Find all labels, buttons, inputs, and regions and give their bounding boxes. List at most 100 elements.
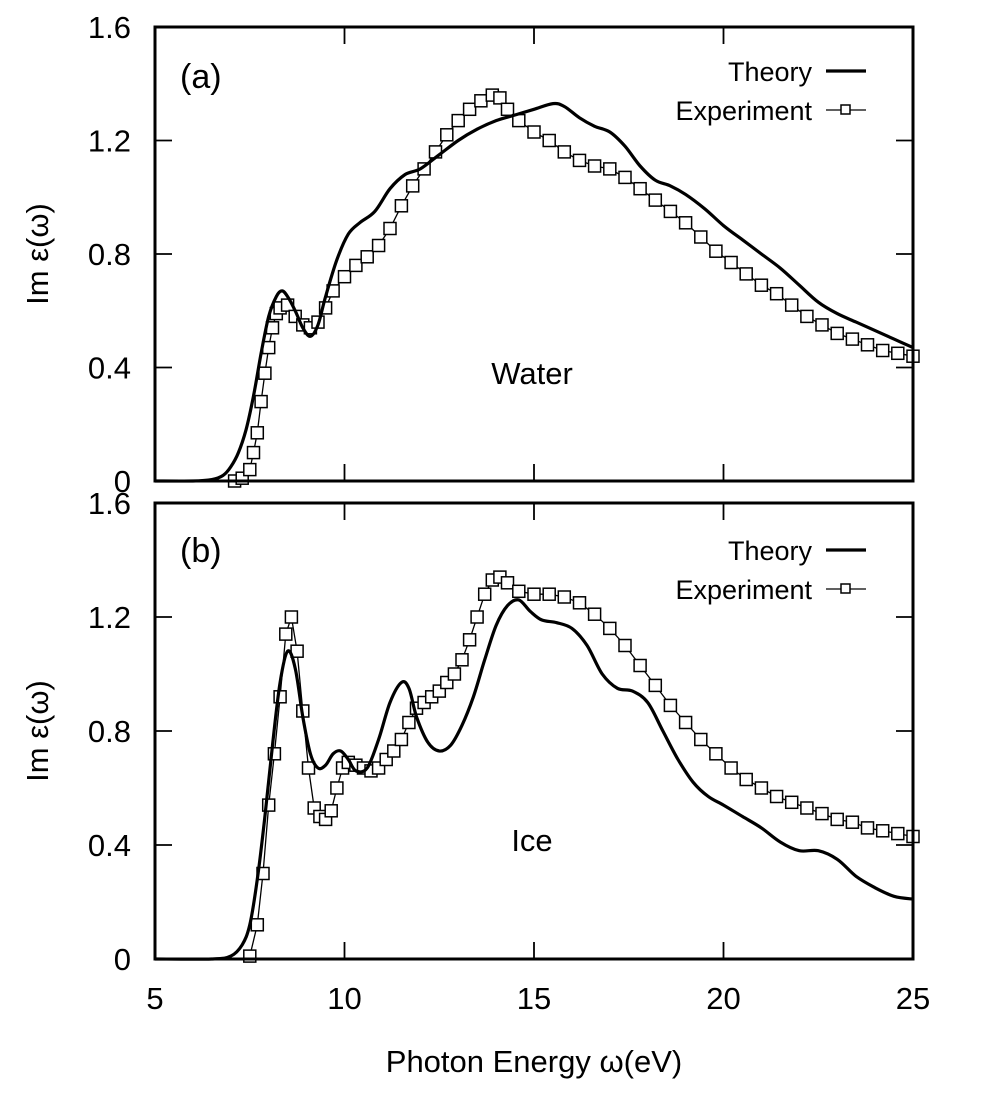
experiment-point bbox=[830, 812, 844, 827]
experiment-point bbox=[527, 587, 541, 601]
panel-b-ice: 0 0.4 0.8 1.2 1.6 5 10 15 20 25 (b) Ice Theory E… bbox=[20, 486, 930, 1016]
y-tick-label: 1.2 bbox=[88, 124, 131, 159]
y-tick-label: 0.8 bbox=[88, 714, 131, 749]
y-tick-label: 1.2 bbox=[88, 600, 131, 635]
panel-a-legend: Theory Experiment bbox=[675, 57, 866, 126]
y-tick-label: 0 bbox=[114, 942, 131, 977]
experiment-point bbox=[402, 715, 416, 730]
legend-experiment-square-marker-icon bbox=[840, 104, 851, 115]
panel-a-ticks bbox=[155, 27, 913, 481]
experiment-point bbox=[512, 584, 526, 599]
experiment-point bbox=[815, 806, 829, 821]
experiment-point bbox=[800, 309, 814, 324]
experiment-point bbox=[462, 102, 477, 117]
theory-curve bbox=[154, 598, 914, 961]
panel-b-label: (b) bbox=[180, 532, 222, 570]
experiment-point bbox=[678, 216, 693, 230]
experiment-point bbox=[301, 761, 316, 775]
x-tick-label: 15 bbox=[517, 981, 551, 1016]
panel-b-frame bbox=[153, 501, 915, 961]
experiment-point bbox=[440, 128, 454, 142]
experiment-point bbox=[694, 230, 708, 244]
experiment-point bbox=[709, 244, 723, 258]
theory-curve bbox=[154, 101, 914, 483]
experiment-point bbox=[845, 332, 860, 346]
experiment-point bbox=[572, 596, 587, 610]
panel-b-ticks bbox=[155, 503, 913, 959]
experiment-point bbox=[542, 587, 556, 601]
experiment-point bbox=[603, 162, 617, 176]
experiment-point bbox=[279, 627, 293, 641]
panel-a-water: 0 0.4 0.8 1.2 1.6 (a) Water Theory Experimen… bbox=[20, 10, 920, 499]
experiment-point bbox=[724, 255, 738, 270]
panel-b-experiment-series bbox=[243, 570, 920, 963]
experiment-point bbox=[739, 772, 753, 787]
experiment-point bbox=[462, 633, 477, 647]
x-tick-label: 25 bbox=[896, 981, 930, 1016]
x-tick-label: 5 bbox=[146, 981, 163, 1016]
y-tick-label: 0.4 bbox=[88, 351, 131, 386]
panel-b-xtick-labels: 5 10 15 20 25 bbox=[146, 981, 930, 1016]
panel-a-label: (a) bbox=[180, 58, 222, 96]
panel-b-ylabel: Im ε(ω) bbox=[20, 680, 55, 782]
experiment-point bbox=[587, 607, 602, 621]
x-tick-label: 10 bbox=[327, 981, 361, 1016]
experiment-point bbox=[891, 826, 905, 841]
y-tick-label: 0 bbox=[114, 464, 131, 499]
legend-entry-experiment: Experiment bbox=[675, 96, 812, 126]
legend-entry-experiment: Experiment bbox=[675, 575, 812, 605]
experiment-point bbox=[663, 698, 678, 713]
panel-b-theory-series bbox=[154, 598, 914, 961]
experiment-point bbox=[360, 250, 374, 264]
experiment-point bbox=[250, 918, 265, 932]
experiment-point bbox=[250, 426, 265, 440]
experiment-point bbox=[451, 113, 465, 128]
panel-a-frame bbox=[153, 25, 915, 483]
experiment-point bbox=[330, 781, 344, 795]
experiment-point bbox=[784, 795, 799, 810]
experiment-point bbox=[587, 159, 602, 173]
experiment-point bbox=[477, 587, 492, 601]
experiment-point bbox=[815, 318, 829, 332]
y-tick-label: 0.8 bbox=[88, 237, 131, 272]
experiment-point bbox=[618, 170, 632, 185]
experiment-point bbox=[845, 815, 860, 829]
experiment-point bbox=[383, 221, 397, 236]
experiment-point bbox=[394, 732, 409, 747]
panel-a-experiment-series bbox=[227, 88, 920, 488]
legend-entry-theory: Theory bbox=[728, 536, 813, 566]
experiment-point bbox=[284, 610, 299, 624]
experiment-point bbox=[739, 267, 753, 281]
experiment-point bbox=[875, 824, 890, 838]
experiment-point bbox=[474, 94, 488, 108]
y-tick-label: 1.6 bbox=[88, 10, 131, 45]
x-tick-label: 20 bbox=[706, 981, 740, 1016]
legend-entry-theory: Theory bbox=[728, 57, 813, 87]
experiment-point bbox=[800, 801, 814, 815]
experiment-point bbox=[493, 91, 507, 105]
experiment-point bbox=[784, 298, 799, 312]
experiment-point bbox=[470, 610, 484, 624]
experiment-point bbox=[860, 821, 875, 835]
panel-a-ylabel: Im ε(ω) bbox=[20, 203, 55, 305]
experiment-point bbox=[405, 179, 420, 193]
experiment-point bbox=[648, 678, 663, 693]
panel-b-legend: Theory Experiment bbox=[675, 536, 866, 605]
experiment-point bbox=[387, 744, 401, 758]
experiment-point bbox=[500, 576, 515, 590]
experiment-point bbox=[557, 590, 572, 604]
panel-a-theory-series bbox=[154, 101, 914, 483]
experiment-point bbox=[371, 238, 386, 253]
experiment-point bbox=[875, 343, 890, 358]
experiment-point bbox=[572, 153, 587, 168]
experiment-point bbox=[500, 102, 515, 117]
experiment-point bbox=[349, 258, 363, 273]
experiment-point bbox=[447, 667, 462, 681]
experiment-point bbox=[394, 199, 409, 213]
experiment-point bbox=[557, 145, 572, 159]
experiment-point bbox=[754, 781, 769, 795]
x-axis-title: Photon Energy ω(eV) bbox=[386, 1044, 682, 1079]
experiment-point bbox=[754, 278, 769, 292]
experiment-point bbox=[769, 789, 784, 804]
